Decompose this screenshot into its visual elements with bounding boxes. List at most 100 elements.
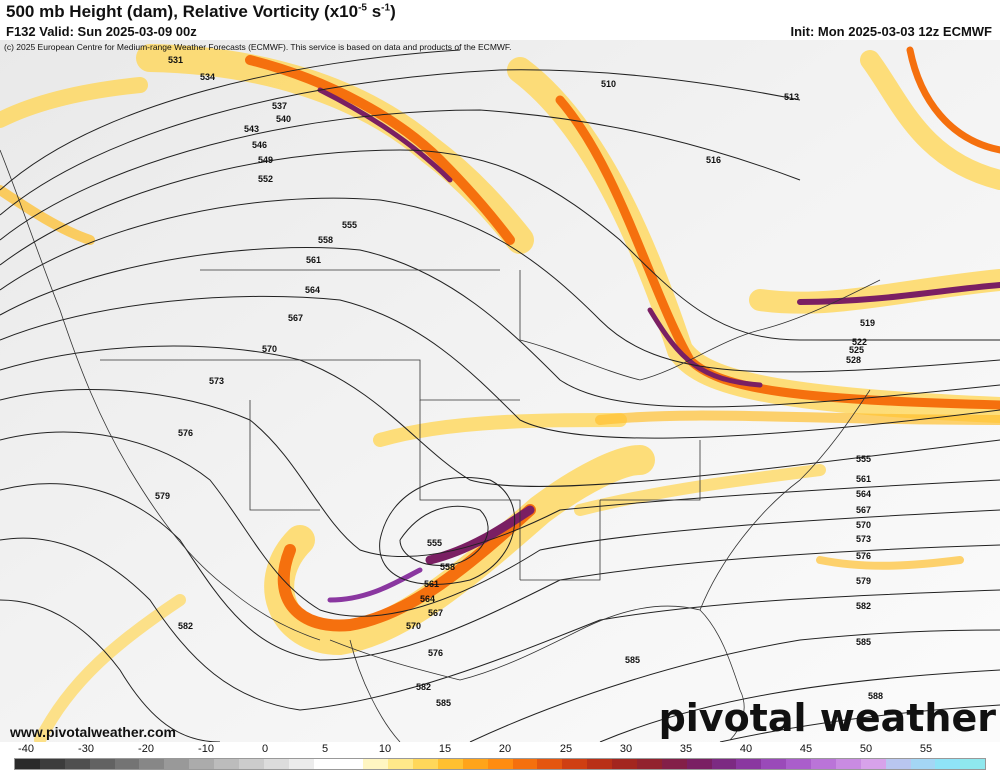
scale-swatch [512, 759, 538, 769]
scale-tick-label: 15 [438, 743, 452, 755]
contour-label: 549 [258, 155, 273, 165]
color-scale-swatches [14, 758, 986, 770]
contour-label: 570 [406, 621, 421, 631]
scale-tick-label: -40 [18, 743, 34, 755]
website-link[interactable]: www.pivotalweather.com [10, 724, 176, 740]
scale-swatch [612, 759, 637, 769]
scale-swatch [363, 759, 389, 769]
scale-swatch [686, 759, 712, 769]
scale-swatch [935, 759, 961, 769]
scale-swatch [313, 759, 339, 769]
scale-swatch [39, 759, 65, 769]
scale-swatch [636, 759, 662, 769]
brand-logo: pivotal weather [658, 696, 996, 740]
scale-tick-label: 5 [321, 743, 329, 755]
contour-label: 588 [868, 691, 883, 701]
scale-tick-label: 55 [919, 743, 933, 755]
contour-label: 561 [856, 474, 871, 484]
scale-swatch [15, 759, 40, 769]
contour-label: 576 [428, 648, 443, 658]
weather-map: 531 534 537 540 543 546 549 552 555 558 … [0, 40, 1000, 742]
scale-swatch [587, 759, 612, 769]
scale-swatch [114, 759, 140, 769]
contour-label: 567 [288, 313, 303, 323]
contour-label: 555 [342, 220, 357, 230]
contour-label: 582 [856, 601, 871, 611]
scale-swatch [786, 759, 811, 769]
contour-label: 519 [860, 318, 875, 328]
contour-label: 567 [856, 505, 871, 515]
map-title: 500 mb Height (dam), Relative Vorticity … [6, 2, 396, 22]
scale-swatch [64, 759, 90, 769]
scale-swatch [811, 759, 836, 769]
contour-label: 570 [262, 344, 277, 354]
geographic-borders [0, 149, 881, 742]
contour-label: 558 [318, 235, 333, 245]
contour-label: 564 [305, 285, 320, 295]
contour-labels: 531 534 537 540 543 546 549 552 555 558 … [155, 55, 883, 708]
scale-swatch [711, 759, 737, 769]
scale-tick-label: -20 [138, 743, 154, 755]
scale-swatch [89, 759, 115, 769]
contour-label: 585 [856, 637, 871, 647]
title-text: 500 mb Height (dam), Relative Vorticity … [6, 2, 359, 21]
scale-swatch [736, 759, 762, 769]
scale-swatch [189, 759, 214, 769]
scale-tick-label: 25 [559, 743, 573, 755]
title-exponent: -5 [358, 2, 367, 14]
contour-label: 525 [849, 345, 864, 355]
scale-swatch [437, 759, 463, 769]
contour-label: 534 [200, 72, 215, 82]
contour-label: 540 [276, 114, 291, 124]
scale-swatch [139, 759, 165, 769]
scale-swatch [835, 759, 861, 769]
title-unit: s [366, 2, 382, 21]
height-contours [0, 49, 1000, 742]
scale-tick-label: 10 [378, 743, 392, 755]
contour-label: 516 [706, 155, 721, 165]
color-scale: -40 -30 -20 -10 0 5 10 15 20 25 30 35 40 45 50 55 [0, 742, 1000, 772]
scale-swatch [164, 759, 190, 769]
scale-swatch [562, 759, 588, 769]
contour-label: 555 [427, 538, 442, 548]
header-bar: 500 mb Height (dam), Relative Vorticity … [0, 0, 1000, 42]
scale-swatch [263, 759, 289, 769]
contour-label: 510 [601, 79, 616, 89]
scale-tick-label: 45 [799, 743, 813, 755]
scale-swatch [338, 759, 364, 769]
scale-tick-label: 0 [261, 743, 269, 755]
scale-swatch [885, 759, 911, 769]
contour-label: 522 [852, 337, 867, 347]
contour-label: 552 [258, 174, 273, 184]
scale-tick-label: -30 [78, 743, 94, 755]
contour-label: 537 [272, 101, 287, 111]
scale-tick-label: 30 [619, 743, 633, 755]
scale-swatch [413, 759, 438, 769]
title-end: ) [390, 2, 396, 21]
contour-label: 582 [178, 621, 193, 631]
contour-label: 585 [625, 655, 640, 665]
contour-label: 528 [846, 355, 861, 365]
contour-label: 513 [784, 92, 799, 102]
contour-label: 567 [428, 608, 443, 618]
title-exponent-2: -1 [381, 2, 391, 14]
contour-label: 576 [856, 551, 871, 561]
scale-tick-label: 35 [679, 743, 693, 755]
scale-tick-label: 50 [859, 743, 873, 755]
contour-label: 543 [244, 124, 259, 134]
contour-label: 555 [856, 454, 871, 464]
scale-tick-label: 40 [739, 743, 753, 755]
contour-label: 570 [856, 520, 871, 530]
contour-label: 579 [155, 491, 170, 501]
scale-swatch [238, 759, 264, 769]
contour-label: 564 [420, 594, 435, 604]
contour-label: 564 [856, 489, 871, 499]
scale-swatch [288, 759, 314, 769]
copyright-notice: (c) 2025 European Centre for Medium-rang… [4, 42, 512, 52]
contour-label: 573 [856, 534, 871, 544]
scale-swatch [487, 759, 513, 769]
valid-time: F132 Valid: Sun 2025-03-09 00z [6, 24, 197, 39]
color-scale-labels: -40 -30 -20 -10 0 5 10 15 20 25 30 35 40 45 50 55 [0, 743, 1000, 757]
init-time: Init: Mon 2025-03-03 12z ECMWF [790, 24, 992, 39]
contour-label: 585 [436, 698, 451, 708]
